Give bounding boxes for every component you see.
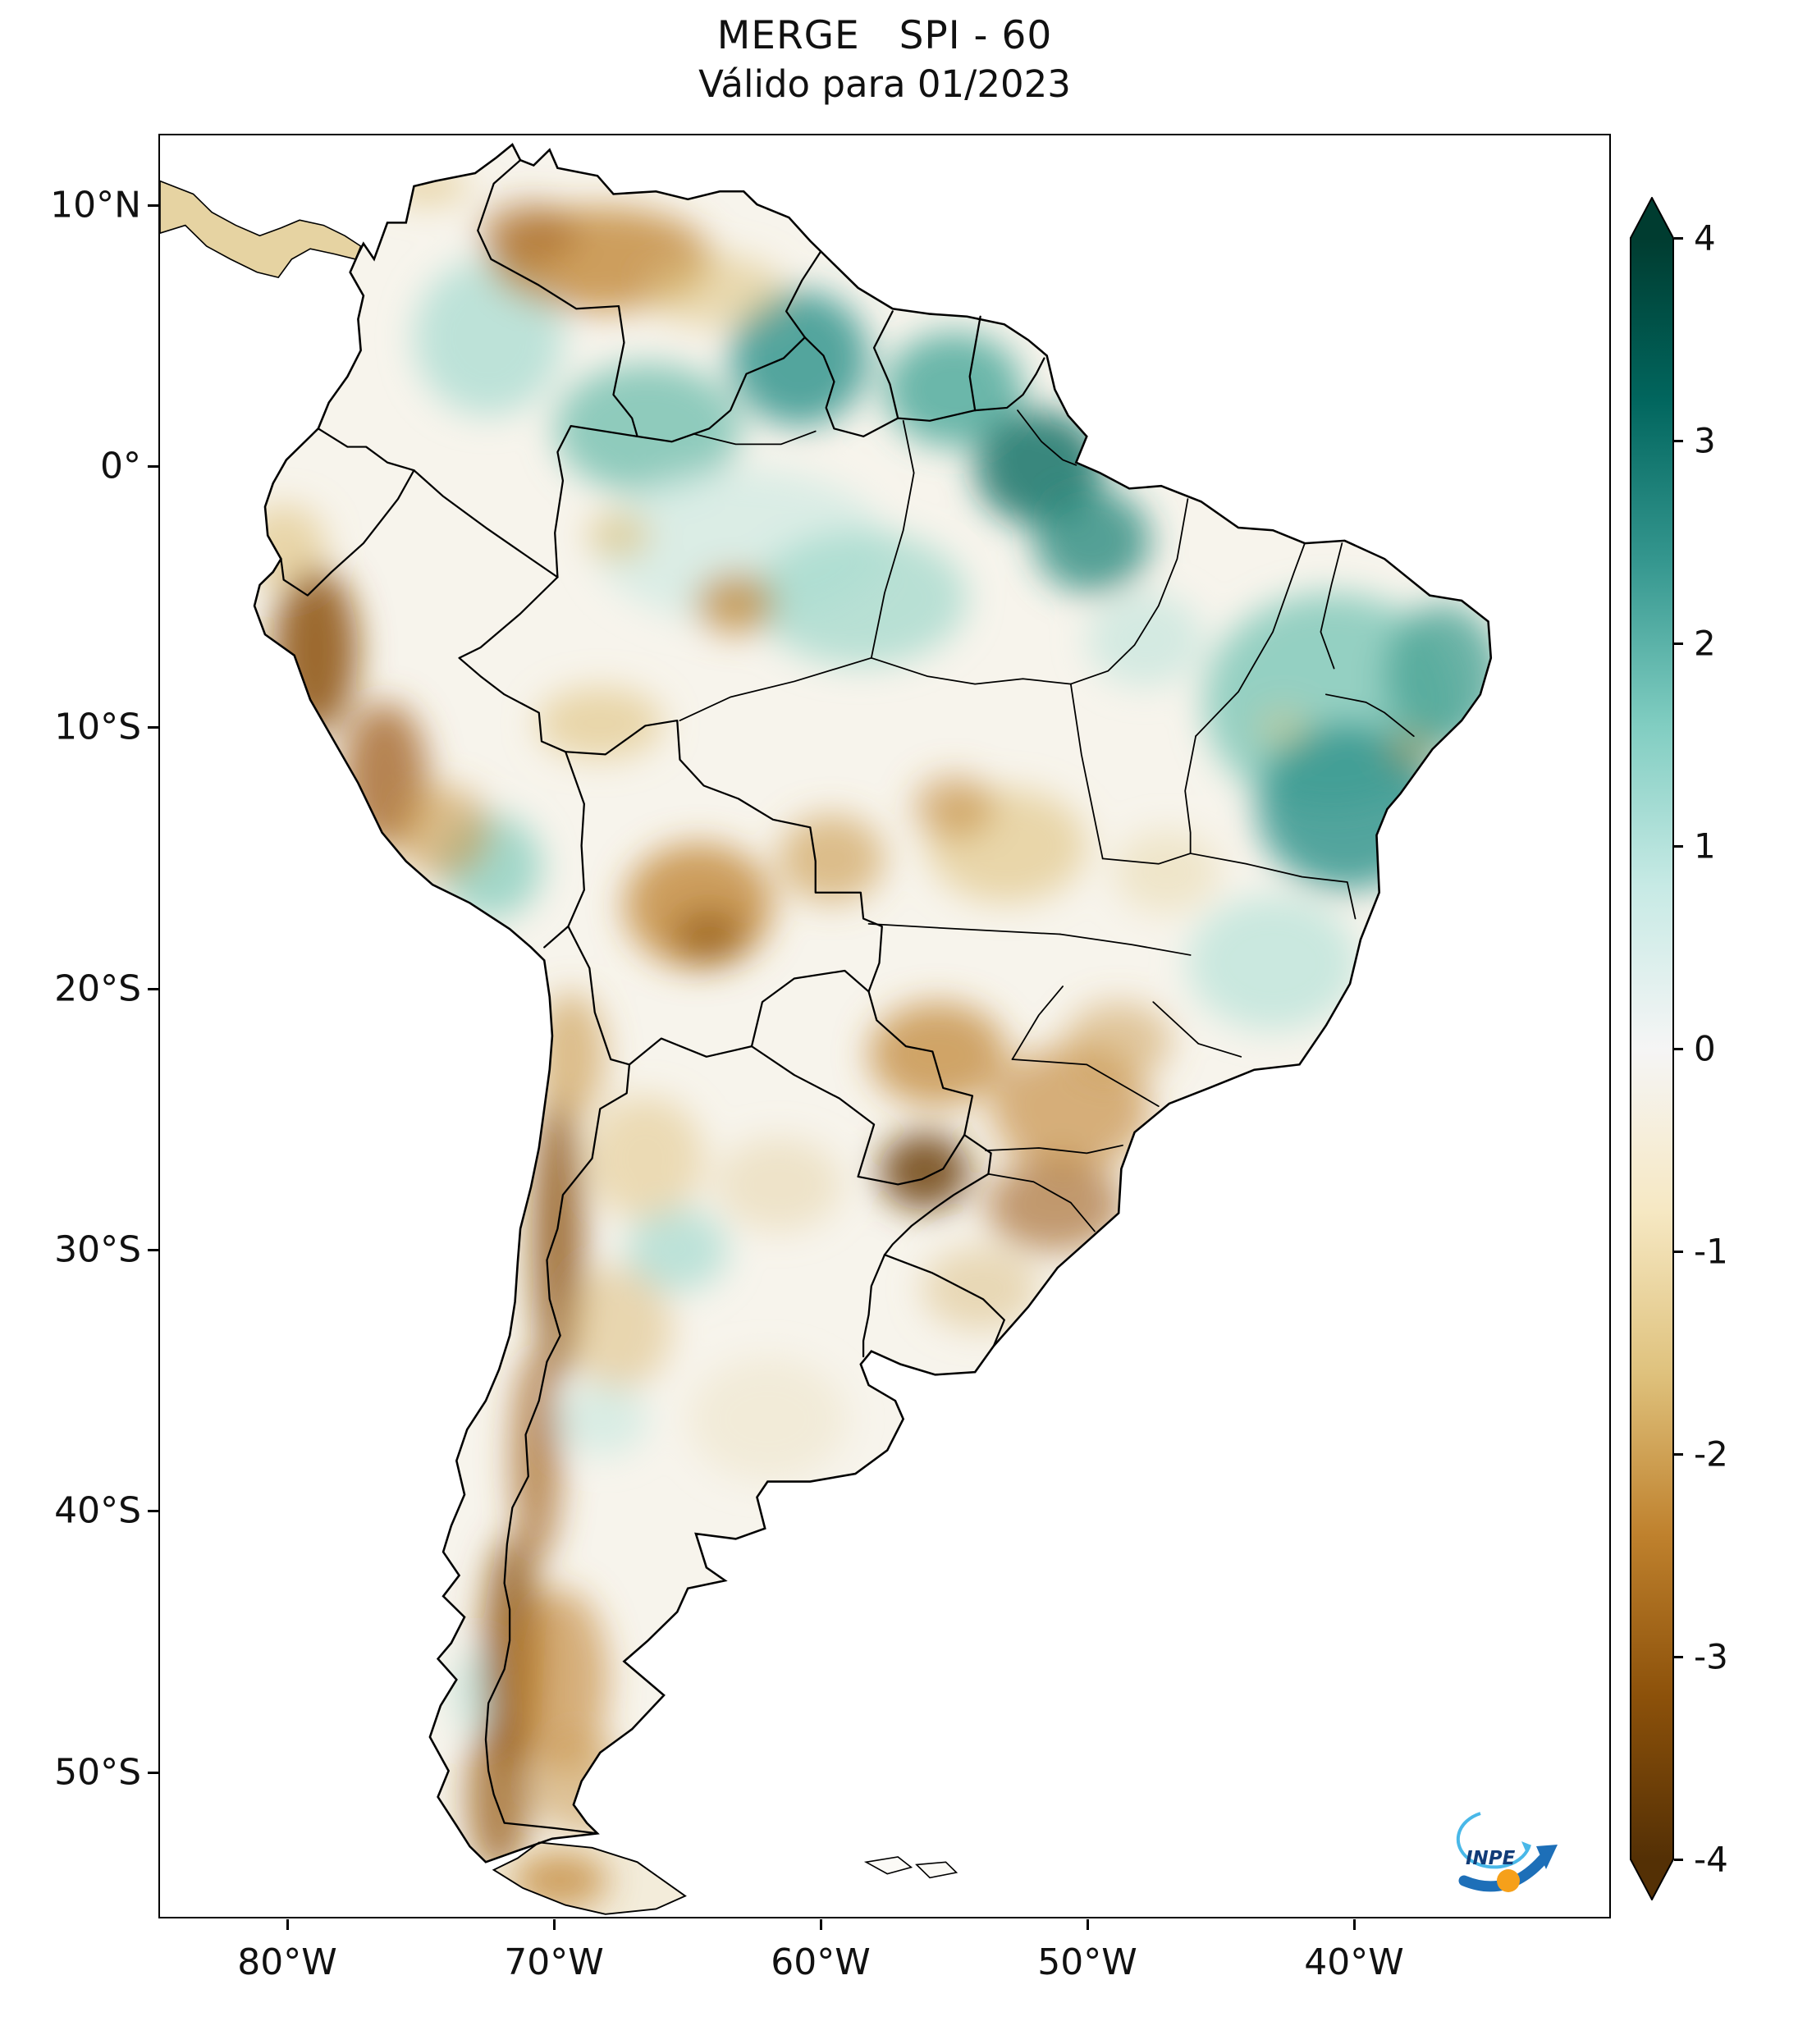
island-east <box>915 1861 958 1879</box>
y-axis-tick-label: 20°S <box>54 967 141 1010</box>
inpe-logo: INPE <box>1456 1812 1558 1892</box>
x-axis-tick-label: 50°W <box>1037 1941 1137 1983</box>
figure-subtitle: Válido para 01/2023 <box>698 62 1071 106</box>
figure-title: MERGE SPI - 60 <box>716 13 1053 58</box>
y-axis-tick-label: 10°N <box>50 184 141 226</box>
y-axis-tick <box>148 1510 158 1512</box>
colorbar-tick <box>1674 1251 1683 1253</box>
y-axis-tick-label: 0° <box>100 445 141 487</box>
y-axis-tick-label: 50°S <box>54 1751 141 1794</box>
colorbar-tick <box>1674 237 1683 240</box>
spi-data-layer <box>254 167 1491 1863</box>
x-axis-tick <box>820 1919 822 1930</box>
colorbar-tick <box>1674 440 1683 442</box>
map-plot-area <box>158 134 1611 1918</box>
colorbar-tick-label: 2 <box>1694 623 1716 664</box>
x-axis-tick-label: 60°W <box>771 1941 871 1983</box>
south-america-map <box>160 135 1609 1917</box>
colorbar-tick <box>1674 1453 1683 1456</box>
x-axis-tick <box>553 1919 556 1930</box>
colorbar-outline <box>1630 197 1674 1900</box>
colorbar-extend-min <box>1630 1859 1674 1900</box>
country-borders <box>280 159 1045 1835</box>
colorbar-extend-max <box>1630 197 1674 238</box>
colorbar-tick-label: -1 <box>1694 1231 1728 1272</box>
logo-swoosh-arrowhead-icon <box>1536 1845 1558 1869</box>
colorbar-tick <box>1674 1656 1683 1658</box>
colorbar <box>1630 197 1674 1900</box>
y-axis-tick <box>148 726 158 729</box>
spi-data-layer-tdf <box>512 1851 609 1909</box>
logo-orbit-arrowhead-icon <box>1521 1841 1530 1853</box>
colorbar-tick-label: 0 <box>1694 1028 1716 1069</box>
colorbar-tick-label: 4 <box>1694 217 1716 258</box>
y-axis-tick-label: 30°S <box>54 1228 141 1271</box>
colorbar-tick-label: -3 <box>1694 1636 1728 1677</box>
colorbar-tick <box>1674 1859 1683 1861</box>
x-axis-tick-label: 70°W <box>504 1941 604 1983</box>
y-axis-tick <box>148 1249 158 1251</box>
x-axis-tick <box>286 1919 289 1930</box>
state-borders <box>679 409 1415 1232</box>
continent-base <box>160 144 1491 1914</box>
colorbar-tick <box>1674 1048 1683 1050</box>
colorbar-tick-label: -2 <box>1694 1434 1728 1475</box>
colorbar-tick-label: 3 <box>1694 420 1716 461</box>
colorbar-gradient <box>1630 238 1674 1859</box>
colorbar-tick-label: 1 <box>1694 825 1716 867</box>
logo-orange-globe-icon <box>1497 1869 1520 1892</box>
colorbar-tick-label: -4 <box>1694 1839 1728 1880</box>
panama-isthmus <box>160 180 362 279</box>
island-west <box>863 1856 913 1875</box>
y-axis-tick <box>148 988 158 990</box>
x-axis-tick <box>1087 1919 1089 1930</box>
colorbar-tick <box>1674 642 1683 645</box>
y-axis-tick-label: 10°S <box>54 706 141 748</box>
y-axis-tick <box>148 465 158 468</box>
x-axis-tick-label: 80°W <box>237 1941 337 1983</box>
logo-orbit-icon <box>1456 1812 1531 1869</box>
inpe-logo-text: INPE <box>1466 1848 1516 1869</box>
colorbar-tick <box>1674 845 1683 848</box>
y-axis-tick-label: 40°S <box>54 1489 141 1532</box>
y-axis-tick <box>148 204 158 207</box>
y-axis-tick <box>148 1772 158 1774</box>
x-axis-tick <box>1353 1919 1356 1930</box>
x-axis-tick-label: 40°W <box>1304 1941 1404 1983</box>
